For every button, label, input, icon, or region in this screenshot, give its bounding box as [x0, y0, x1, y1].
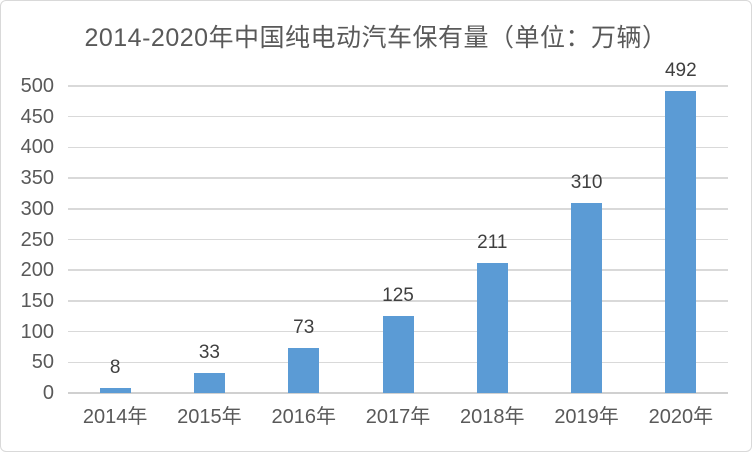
y-axis-tick-label: 200	[20, 259, 54, 282]
bar-value-label: 8	[109, 357, 121, 379]
gridline	[68, 146, 728, 149]
y-axis-tick-label: 0	[42, 382, 54, 404]
gridline	[68, 238, 728, 241]
y-axis-tick-label: 150	[20, 289, 54, 312]
y-axis-tick-label: 100	[20, 320, 54, 343]
bar-value-label: 492	[664, 59, 697, 81]
gridline	[68, 177, 728, 179]
bar	[288, 348, 320, 393]
x-axis-category-label: 2019年	[554, 406, 619, 428]
bar	[665, 90, 697, 393]
y-axis-tick-label: 450	[20, 105, 54, 128]
gridline	[68, 85, 728, 87]
y-axis-tick-label: 400	[20, 136, 54, 159]
x-axis-category-label: 2017年	[365, 406, 431, 428]
x-axis-category-label: 2018年	[460, 406, 525, 428]
bar-value-label: 73	[293, 317, 315, 339]
gridline	[68, 300, 728, 302]
y-axis-tick-label: 500	[20, 75, 54, 97]
plot-area: 0 50 100 150 200 250 300 350 400 450 500 8 2014年 33 20…	[21, 60, 728, 428]
bar	[382, 316, 414, 393]
gridline	[68, 269, 728, 271]
bar-value-label: 211	[477, 232, 508, 254]
y-axis-tick-label: 50	[31, 351, 54, 374]
x-axis-category-label: 2014年	[82, 406, 148, 428]
bar	[193, 372, 225, 393]
bar	[571, 202, 603, 393]
gridline	[68, 208, 728, 210]
chart-title: 2014-2020年中国纯电动汽车保有量（单位：万辆）	[84, 24, 668, 52]
x-axis-category-label: 2020年	[648, 406, 714, 428]
gridline	[68, 115, 728, 118]
x-axis-category-label: 2016年	[271, 406, 336, 428]
y-axis-tick-label: 250	[20, 228, 54, 251]
bar-value-label: 125	[382, 285, 414, 307]
bar-value-label: 33	[198, 341, 220, 363]
y-axis-tick-label: 350	[20, 167, 54, 190]
bar-value-label: 310	[570, 171, 603, 193]
bar	[476, 263, 508, 393]
y-axis-tick-label: 300	[20, 197, 54, 220]
x-axis-line	[68, 392, 728, 394]
bar	[99, 388, 131, 393]
x-axis-category-label: 2015年	[177, 406, 242, 428]
